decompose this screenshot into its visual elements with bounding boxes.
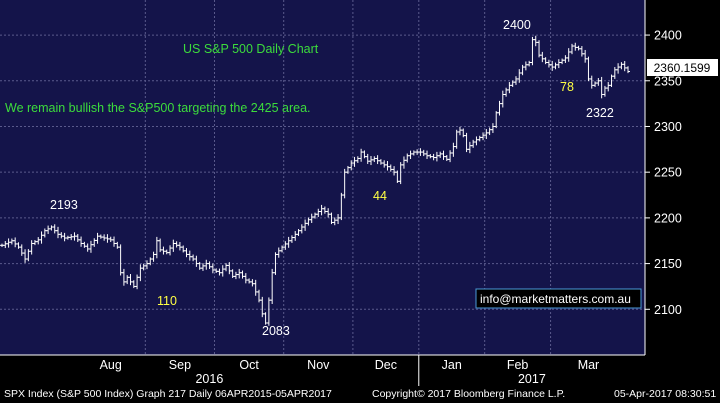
month-label: Jan: [442, 358, 462, 372]
footer-source: SPX Index (S&P 500 Index) Graph 217 Dail…: [4, 388, 332, 400]
watermark-box: [475, 288, 642, 309]
month-label: Oct: [239, 358, 259, 372]
count-label: 44: [373, 189, 387, 203]
month-label: Aug: [100, 358, 122, 372]
chart-commentary: We remain bullish the S&P500 targeting t…: [5, 101, 311, 115]
last-price-box: [647, 59, 718, 76]
price-bars: [0, 35, 630, 326]
y-tick-label: 2400: [654, 29, 682, 43]
y-tick-label: 2100: [654, 303, 682, 317]
footer-copyright: Copyright© 2017 Bloomberg Finance L.P.: [372, 388, 566, 400]
count-label: 78: [560, 80, 574, 94]
footer-timestamp: 05-Apr-2017 08:30:51: [614, 388, 717, 400]
year-label: 2017: [518, 372, 546, 386]
y-tick-label: 2250: [654, 166, 682, 180]
axis-background: [645, 0, 720, 386]
month-label: Mar: [578, 358, 600, 372]
x-axis: Aug Sep Oct Nov Dec Jan Feb Mar 2016 2017: [0, 354, 645, 386]
annotations: 2193 2083 2400 2322 110 44 78: [50, 18, 614, 338]
year-label: 2016: [195, 372, 223, 386]
month-label: Sep: [169, 358, 191, 372]
month-label: Nov: [307, 358, 330, 372]
y-tick-label: 2350: [654, 74, 682, 88]
price-label: 2322: [586, 106, 614, 120]
month-label: Feb: [507, 358, 529, 372]
footer-bar: SPX Index (S&P 500 Index) Graph 217 Dail…: [0, 386, 720, 403]
gridlines: [0, 0, 645, 355]
y-tick-label: 2150: [654, 257, 682, 271]
last-price-label: 2360.1599: [654, 61, 711, 75]
price-label: 2400: [503, 18, 531, 32]
xaxis-background: [0, 355, 645, 386]
y-axis: 2100 2150 2200 2250 2300 2350 2400: [644, 0, 682, 355]
chart-title: US S&P 500 Daily Chart: [183, 42, 319, 56]
y-tick-label: 2200: [654, 211, 682, 225]
month-label: Dec: [375, 358, 397, 372]
watermark-text: info@marketmatters.com.au: [480, 292, 631, 306]
sp500-chart: 2100 2150 2200 2250 2300 2350 2400 Aug Sep Oct No…: [0, 0, 720, 386]
price-label: 2083: [262, 324, 290, 338]
y-tick-label: 2300: [654, 120, 682, 134]
ohlc-bar: [626, 66, 630, 74]
price-label: 2193: [50, 198, 78, 212]
count-label: 110: [157, 294, 177, 308]
